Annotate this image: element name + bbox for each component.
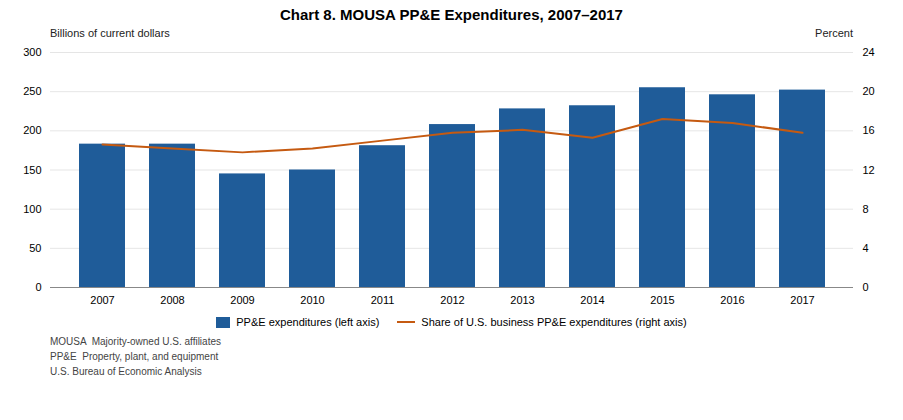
svg-text:2008: 2008 [160,294,184,306]
svg-text:0: 0 [35,281,41,293]
svg-text:2011: 2011 [371,294,395,306]
svg-text:2007: 2007 [90,294,114,306]
svg-text:8: 8 [863,203,869,215]
html-text:Share of U.S. business PP&E ex: Share of U.S. business PP&E expenditures… [421,316,687,328]
svg-text:2013: 2013 [510,294,534,306]
svg-text:50: 50 [29,242,41,254]
svg-text:100: 100 [23,203,41,215]
html-text:Billions of current dollars: Billions of current dollars [50,27,170,39]
html-text:PP&E Property, plant, and equi: PP&E Property, plant, and equipment [50,351,219,362]
html-text:Chart 8. MOUSA PP&E Expenditur: Chart 8. MOUSA PP&E Expenditures, 2007–2… [280,6,623,23]
svg-text:2016: 2016 [720,294,744,306]
html-text:PP&E expenditures (left axis): PP&E expenditures (left axis) [236,316,380,328]
html-text:MOUSA Majority-owned U.S. affi: MOUSA Majority-owned U.S. affiliates [50,336,221,347]
svg-text:20: 20 [863,85,875,97]
svg-text:12: 12 [863,164,875,176]
svg-text:2012: 2012 [440,294,464,306]
svg-text:250: 250 [23,85,41,97]
svg-text:2009: 2009 [230,294,254,306]
svg-text:300: 300 [23,46,41,58]
svg-text:2010: 2010 [300,294,324,306]
html-text:Percent: Percent [815,27,853,39]
svg-text:2014: 2014 [580,294,604,306]
html-text:U.S. Bureau of Economic Analys: U.S. Bureau of Economic Analysis [50,366,202,377]
svg-text:0: 0 [863,281,869,293]
svg-text:4: 4 [863,242,869,254]
svg-text:200: 200 [23,124,41,136]
svg-text:150: 150 [23,164,41,176]
svg-text:2017: 2017 [790,294,814,306]
svg-text:16: 16 [863,124,875,136]
svg-text:2015: 2015 [650,294,674,306]
svg-text:24: 24 [863,46,875,58]
